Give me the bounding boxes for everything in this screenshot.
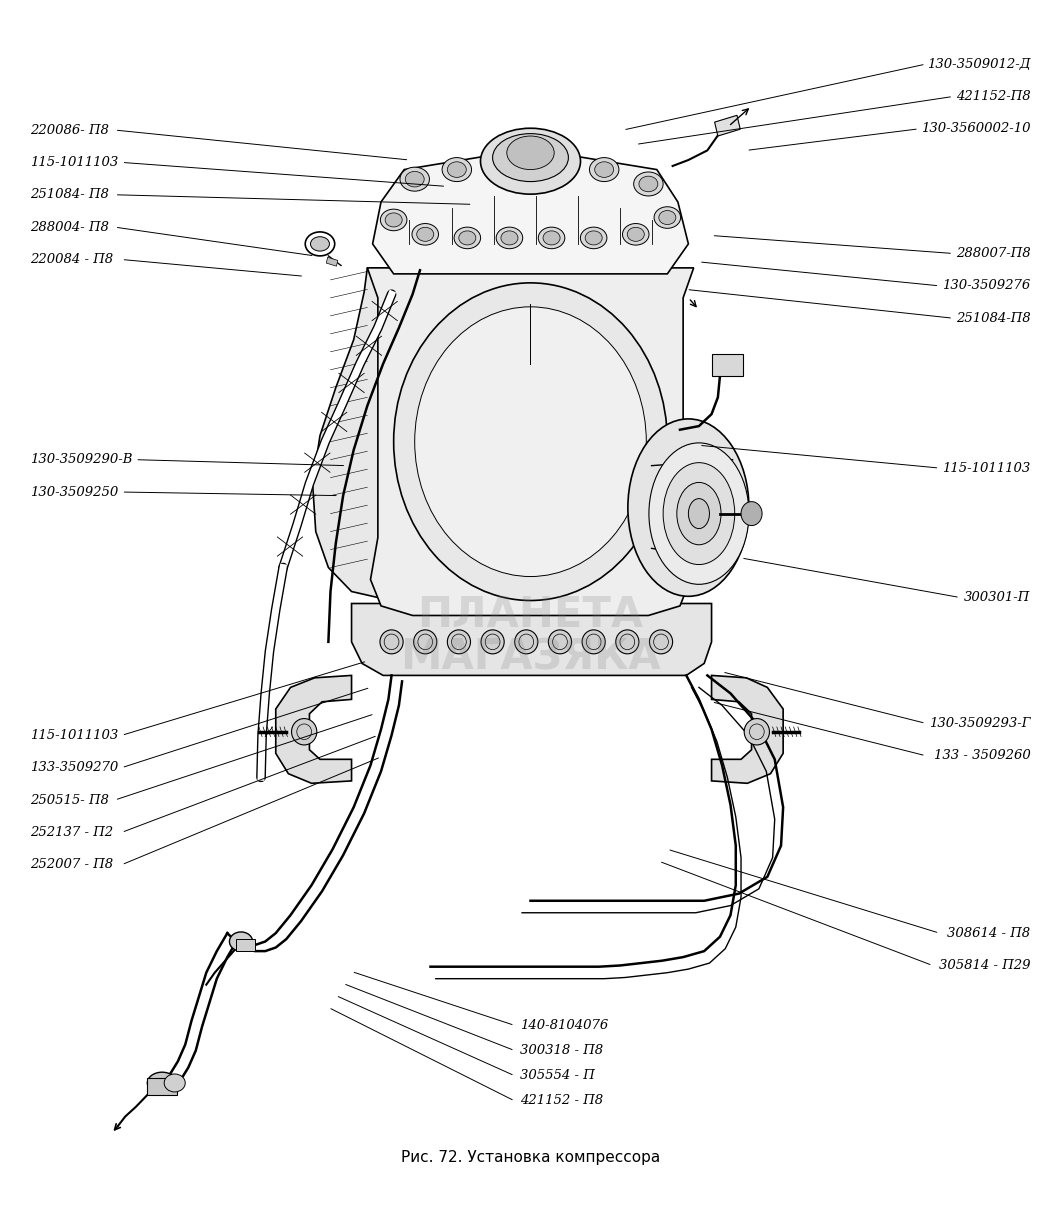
Text: 115-1011103: 115-1011103 xyxy=(942,461,1030,474)
Ellipse shape xyxy=(547,157,567,173)
Bar xyxy=(715,116,741,136)
Ellipse shape xyxy=(414,630,437,654)
Text: 288007-П8: 288007-П8 xyxy=(956,247,1030,260)
Ellipse shape xyxy=(543,231,560,245)
Ellipse shape xyxy=(501,231,518,245)
Text: 251084- П8: 251084- П8 xyxy=(31,188,109,202)
Ellipse shape xyxy=(585,231,603,245)
Ellipse shape xyxy=(627,227,644,241)
Ellipse shape xyxy=(649,443,749,584)
Text: 305554 - П: 305554 - П xyxy=(520,1069,595,1083)
Polygon shape xyxy=(313,268,413,597)
Ellipse shape xyxy=(448,162,466,177)
Text: 421152 - П8: 421152 - П8 xyxy=(520,1095,603,1108)
Ellipse shape xyxy=(380,630,403,654)
Text: 130-3509250: 130-3509250 xyxy=(31,485,119,498)
Text: 130-3509276: 130-3509276 xyxy=(942,279,1030,292)
Text: 133 - 3509260: 133 - 3509260 xyxy=(934,750,1030,763)
Polygon shape xyxy=(372,154,689,274)
Ellipse shape xyxy=(311,237,330,251)
Ellipse shape xyxy=(623,223,649,245)
Text: 308614 - П8: 308614 - П8 xyxy=(947,927,1030,939)
Ellipse shape xyxy=(497,227,523,249)
Bar xyxy=(236,939,255,951)
Ellipse shape xyxy=(147,1072,177,1094)
Ellipse shape xyxy=(454,227,481,249)
Text: МАГАЗЯКА: МАГАЗЯКА xyxy=(400,636,661,678)
Text: 115-1011103: 115-1011103 xyxy=(31,156,119,169)
Text: 130-3509290-В: 130-3509290-В xyxy=(31,453,133,466)
Ellipse shape xyxy=(164,1074,186,1092)
Ellipse shape xyxy=(292,718,317,745)
Ellipse shape xyxy=(481,128,580,194)
Polygon shape xyxy=(276,676,351,783)
Ellipse shape xyxy=(417,227,434,241)
Text: 130-3560002-10: 130-3560002-10 xyxy=(921,122,1030,135)
Ellipse shape xyxy=(415,307,646,577)
Ellipse shape xyxy=(489,153,519,176)
Text: 252007 - П8: 252007 - П8 xyxy=(31,858,114,871)
Polygon shape xyxy=(367,268,694,616)
Text: 300318 - П8: 300318 - П8 xyxy=(520,1044,603,1057)
Ellipse shape xyxy=(663,462,734,565)
Ellipse shape xyxy=(507,136,554,169)
Text: 130-3509293-Г: 130-3509293-Г xyxy=(929,717,1030,730)
Text: 130-3509012-Д: 130-3509012-Д xyxy=(927,58,1030,70)
Ellipse shape xyxy=(381,209,407,231)
Ellipse shape xyxy=(590,158,619,181)
Bar xyxy=(327,257,337,267)
Ellipse shape xyxy=(394,282,667,601)
Polygon shape xyxy=(351,604,712,676)
Polygon shape xyxy=(712,676,783,783)
Ellipse shape xyxy=(582,630,605,654)
Ellipse shape xyxy=(542,153,572,176)
Ellipse shape xyxy=(412,223,438,245)
Ellipse shape xyxy=(639,176,658,192)
Ellipse shape xyxy=(481,630,504,654)
Ellipse shape xyxy=(649,630,673,654)
Ellipse shape xyxy=(515,630,538,654)
Ellipse shape xyxy=(744,718,769,745)
Ellipse shape xyxy=(492,134,569,181)
Text: 288004- П8: 288004- П8 xyxy=(31,221,109,234)
Circle shape xyxy=(741,502,762,525)
Ellipse shape xyxy=(405,171,424,187)
Ellipse shape xyxy=(654,206,680,228)
Ellipse shape xyxy=(229,932,253,951)
Text: 252137 - П2: 252137 - П2 xyxy=(31,826,114,839)
Text: 250515- П8: 250515- П8 xyxy=(31,793,109,806)
Ellipse shape xyxy=(689,498,710,529)
Text: 220084 - П8: 220084 - П8 xyxy=(31,253,114,266)
Text: 220086- П8: 220086- П8 xyxy=(31,123,109,136)
Text: 421152-П8: 421152-П8 xyxy=(956,91,1030,103)
Text: 115-1011103: 115-1011103 xyxy=(31,729,119,742)
Text: 305814 - П29: 305814 - П29 xyxy=(939,960,1030,972)
Ellipse shape xyxy=(580,227,607,249)
Ellipse shape xyxy=(385,212,402,227)
Text: 133-3509270: 133-3509270 xyxy=(31,762,119,774)
Text: Рис. 72. Установка компрессора: Рис. 72. Установка компрессора xyxy=(401,1150,660,1165)
Text: 140-8104076: 140-8104076 xyxy=(520,1019,608,1032)
Bar xyxy=(147,1078,177,1095)
Ellipse shape xyxy=(448,630,470,654)
Ellipse shape xyxy=(615,630,639,654)
Ellipse shape xyxy=(458,231,476,245)
Ellipse shape xyxy=(442,158,471,181)
Text: ПЛАНЕТА: ПЛАНЕТА xyxy=(417,595,644,636)
Ellipse shape xyxy=(538,227,564,249)
Ellipse shape xyxy=(633,171,663,196)
Bar xyxy=(712,354,743,375)
Ellipse shape xyxy=(400,168,430,191)
Ellipse shape xyxy=(595,162,613,177)
Ellipse shape xyxy=(628,419,749,596)
Ellipse shape xyxy=(494,157,514,173)
Text: 251084-П8: 251084-П8 xyxy=(956,311,1030,325)
Ellipse shape xyxy=(549,630,572,654)
Text: 300301-П: 300301-П xyxy=(964,591,1030,604)
Ellipse shape xyxy=(659,210,676,225)
Ellipse shape xyxy=(677,483,721,544)
